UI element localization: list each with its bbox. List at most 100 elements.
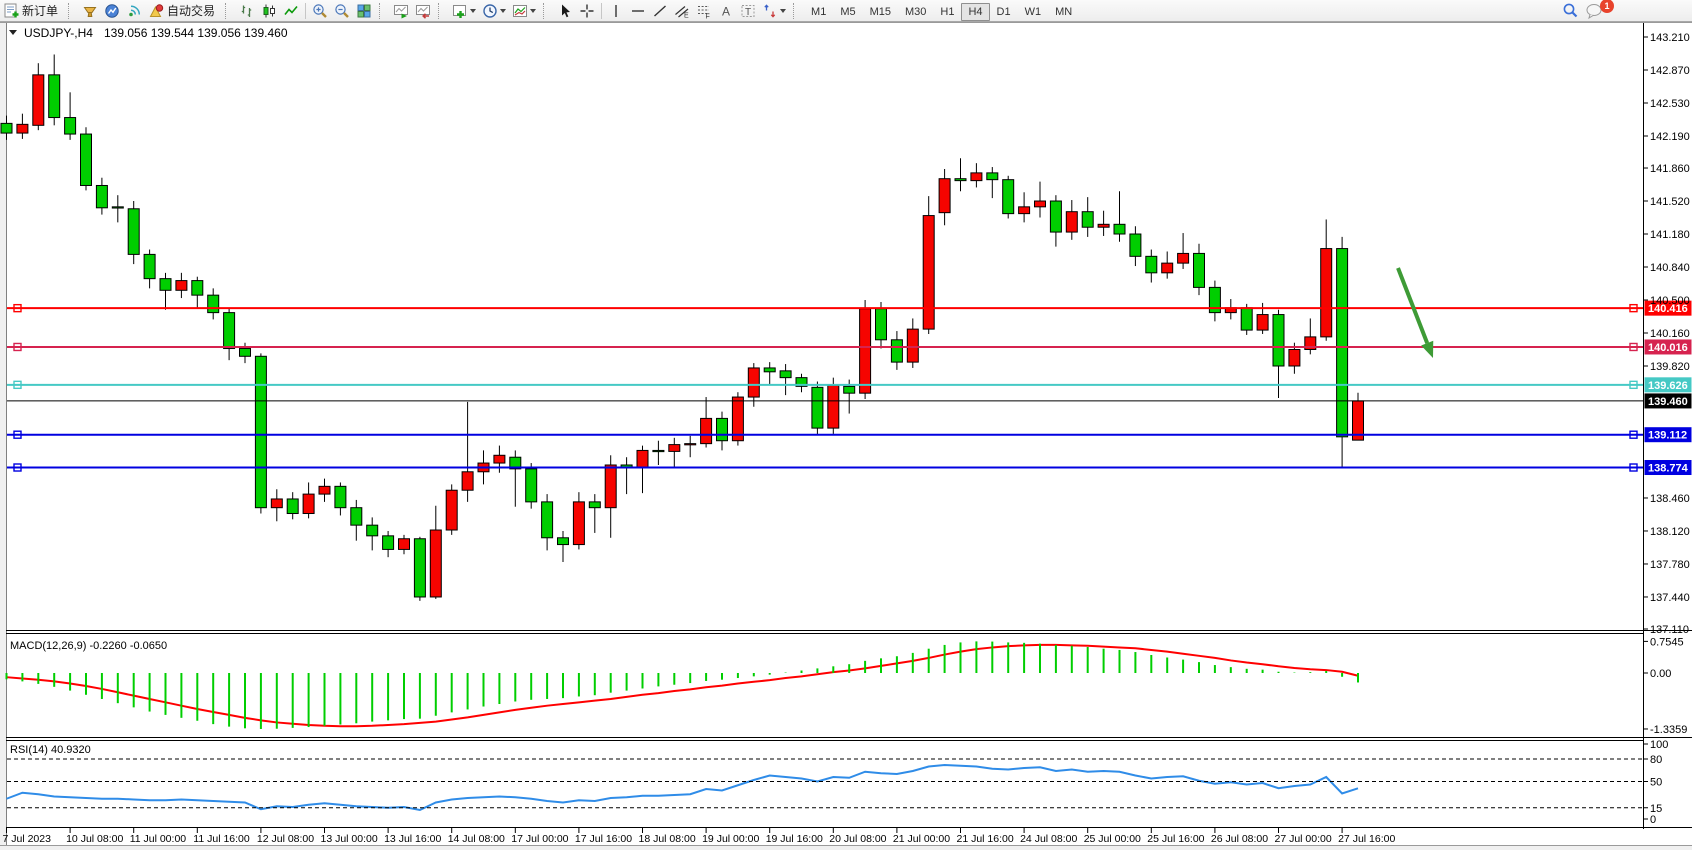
candle xyxy=(16,113,29,139)
candle xyxy=(668,437,681,467)
time-tick-label: 20 Jul 08:00 xyxy=(829,833,886,845)
new-order-icon xyxy=(4,3,19,17)
timeframe-m5[interactable]: M5 xyxy=(840,5,856,18)
candle xyxy=(684,435,697,458)
price-tick-label: 140.500 xyxy=(1650,295,1690,307)
templates-button[interactable] xyxy=(509,1,539,21)
indicators-button[interactable] xyxy=(449,1,479,21)
toolbar-handle[interactable] xyxy=(793,2,801,19)
candle xyxy=(1049,195,1062,247)
price-pane[interactable] xyxy=(0,54,1364,601)
strategy-tester-button[interactable] xyxy=(101,1,123,21)
toolbar-handle[interactable] xyxy=(543,2,551,19)
toolbar-handle[interactable] xyxy=(225,2,233,19)
time-tick-label: 24 Jul 08:00 xyxy=(1020,833,1077,845)
candle xyxy=(716,411,728,451)
zoom-out-icon xyxy=(335,3,349,18)
price-tick-label: 139.820 xyxy=(1650,361,1690,373)
text-label-button[interactable]: T xyxy=(737,1,759,21)
svg-text:F: F xyxy=(706,13,710,19)
time-tick-label: 14 Jul 08:00 xyxy=(448,833,505,845)
candle xyxy=(1018,192,1031,223)
candle xyxy=(525,463,538,509)
level-price-label: 139.112 xyxy=(1648,430,1687,442)
rsi-axis-label: 0 xyxy=(1650,814,1656,826)
fibonacci-button[interactable]: F xyxy=(693,1,715,21)
ohlc-values: 139.056 139.544 139.056 139.460 xyxy=(104,26,288,40)
candle xyxy=(731,392,744,446)
toolbar-handle[interactable] xyxy=(438,2,446,19)
arrows-tool-button[interactable] xyxy=(759,1,789,21)
auto-scroll-button[interactable] xyxy=(390,1,412,21)
candle xyxy=(1129,226,1142,267)
candle xyxy=(541,494,554,551)
rsi-line xyxy=(6,763,1359,812)
candle xyxy=(191,276,204,308)
trendline-button[interactable] xyxy=(649,1,671,21)
candle xyxy=(95,177,108,215)
text-label-icon: T xyxy=(741,4,755,18)
timeframe-mn[interactable]: MN xyxy=(1055,5,1073,18)
sell-arrow[interactable] xyxy=(1396,267,1434,358)
toolbar-handle[interactable] xyxy=(379,2,387,19)
rsi-axis-label: 80 xyxy=(1650,754,1662,766)
bar-chart-button[interactable] xyxy=(236,1,258,21)
cursor-button[interactable] xyxy=(554,1,576,21)
candle xyxy=(906,318,919,368)
candle xyxy=(970,163,983,188)
equidistant-channel-button[interactable]: E xyxy=(671,1,693,21)
timeframe-d1[interactable]: D1 xyxy=(996,5,1011,18)
candle xyxy=(1002,175,1015,219)
chart-shift-button[interactable] xyxy=(412,1,434,21)
price-tick-label: 140.840 xyxy=(1650,262,1690,274)
timeframe-m15[interactable]: M15 xyxy=(869,5,891,18)
rsi-pane[interactable] xyxy=(6,763,1359,812)
text-button[interactable]: A xyxy=(715,1,737,21)
timeframe-w1[interactable]: W1 xyxy=(1024,5,1042,18)
price-tick-label: 141.860 xyxy=(1650,163,1690,175)
metaeditor-button[interactable] xyxy=(79,1,101,21)
line-chart-button[interactable] xyxy=(280,1,302,21)
time-tick-label: 25 Jul 16:00 xyxy=(1147,833,1204,845)
timeframe-m30[interactable]: M30 xyxy=(905,5,927,18)
autotrading-button[interactable]: 自动交易 xyxy=(145,1,221,21)
price-tick-label: 142.530 xyxy=(1650,98,1690,110)
new-order-button[interactable]: 新订单 xyxy=(0,1,64,21)
candle xyxy=(461,401,474,502)
clock-icon xyxy=(483,3,497,18)
signals-button[interactable] xyxy=(123,1,145,21)
time-tick-label: 25 Jul 00:00 xyxy=(1084,833,1141,845)
candle xyxy=(779,364,792,396)
candle xyxy=(827,377,840,434)
template-icon xyxy=(513,4,528,17)
search-button[interactable] xyxy=(1559,1,1582,21)
tile-windows-button[interactable] xyxy=(353,1,375,21)
crosshair-button[interactable] xyxy=(576,1,598,21)
indicators-icon xyxy=(453,4,467,18)
chart-title xyxy=(9,30,17,35)
toolbar-handle[interactable] xyxy=(68,2,76,19)
macd-pane[interactable] xyxy=(6,643,1359,728)
zoom-in-button[interactable] xyxy=(309,1,331,21)
time-tick-label: 10 Jul 08:00 xyxy=(66,833,123,845)
candle xyxy=(175,272,188,299)
timeframe-h1[interactable]: H1 xyxy=(940,5,955,18)
autotrading-label: 自动交易 xyxy=(167,4,216,18)
price-axis[interactable] xyxy=(1644,300,1692,476)
notification-badge[interactable]: 1 xyxy=(1600,0,1614,13)
time-tick-label: 13 Jul 00:00 xyxy=(321,833,378,845)
gold-pan-icon xyxy=(83,6,97,17)
zoom-in-icon xyxy=(313,3,327,18)
zoom-out-button[interactable] xyxy=(331,1,353,21)
periods-button[interactable] xyxy=(479,1,509,21)
timeframe-m1[interactable]: M1 xyxy=(811,5,827,18)
candle xyxy=(572,492,585,550)
horizontal-line-button[interactable] xyxy=(627,1,649,21)
candle xyxy=(1193,243,1205,296)
price-tick-label: 142.870 xyxy=(1650,65,1690,77)
timeframe-h4[interactable]: H4 xyxy=(961,2,990,21)
vertical-line-button[interactable] xyxy=(605,1,627,21)
candlestick-chart-button[interactable] xyxy=(258,1,280,21)
